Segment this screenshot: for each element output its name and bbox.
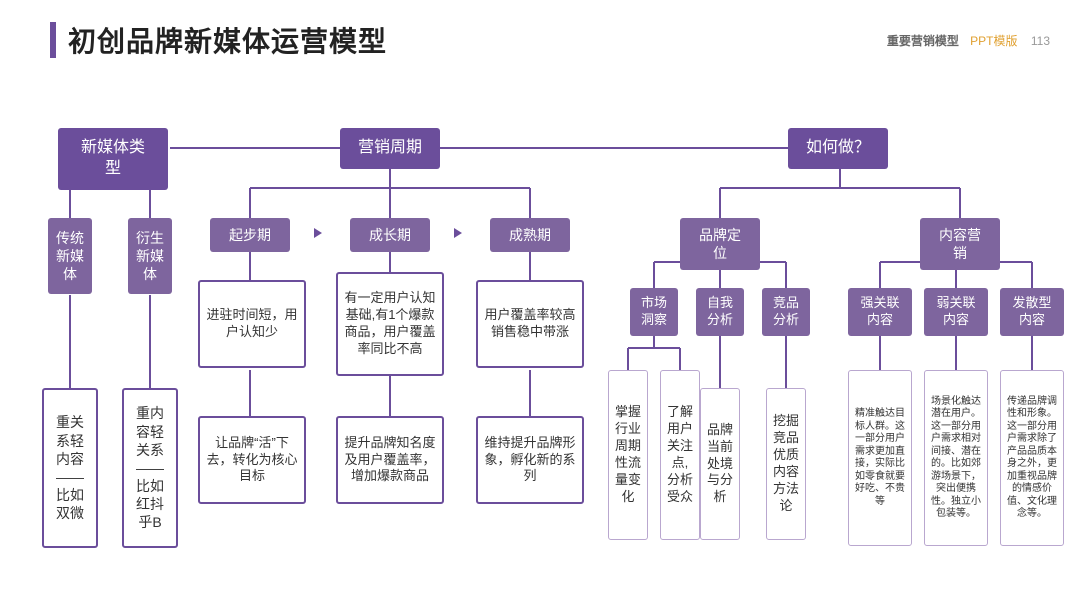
arrow-icon xyxy=(454,228,462,238)
node-how: 如何做？ xyxy=(788,128,888,169)
desc-c1a: 精准触达目标人群。这一部分用户需求更加直接，实际比如零食就要好吃、不贵等 xyxy=(848,370,912,546)
node-stage1: 起步期 xyxy=(210,218,290,252)
title-accent xyxy=(50,22,56,58)
template-label: PPT模版 xyxy=(970,34,1017,48)
node-weak-content: 弱关联 内容 xyxy=(924,288,988,336)
desc-stage2b: 提升品牌知名度及用户覆盖率，增加爆款商品 xyxy=(336,416,444,504)
desc-stage1a: 进驻时间短，用户认知少 xyxy=(198,280,306,368)
node-market-insight: 市场 洞察 xyxy=(630,288,678,336)
page-title: 初创品牌新媒体运营模型 xyxy=(68,20,387,60)
node-stage2: 成长期 xyxy=(350,218,430,252)
desc-c2a: 场景化触达潜在用户。这一部分用户需求相对间接、潜在的。比如郊游场景下，突出便携性… xyxy=(924,370,988,546)
node-stage3: 成熟期 xyxy=(490,218,570,252)
node-strong-content: 强关联 内容 xyxy=(848,288,912,336)
desc-stage3a: 用户覆盖率较高销售稳中带涨 xyxy=(476,280,584,368)
desc-derivative: 重内 容轻 关系 —— 比如 红抖 乎B xyxy=(122,388,178,548)
category-label: 重要营销模型 xyxy=(887,34,959,48)
node-competitor-analysis: 竞品 分析 xyxy=(762,288,810,336)
node-content-marketing: 内容营销 xyxy=(920,218,1000,270)
node-derivative: 衍生 新媒 体 xyxy=(128,218,172,294)
node-positioning: 品牌定位 xyxy=(680,218,760,270)
node-traditional: 传统 新媒 体 xyxy=(48,218,92,294)
node-cycle: 营销周期 xyxy=(340,128,440,169)
desc-stage3b: 维持提升品牌形象，孵化新的系列 xyxy=(476,416,584,504)
node-media-type: 新媒体类型 xyxy=(58,128,168,190)
arrow-icon xyxy=(314,228,322,238)
desc-c3a: 传递品牌调性和形象。这一部分用户需求除了产品品质本身之外，更加重视品牌的情感价值… xyxy=(1000,370,1064,546)
desc-pos2a: 品牌 当前 处境 与分 析 xyxy=(700,388,740,540)
node-self-analysis: 自我 分析 xyxy=(696,288,744,336)
desc-pos3a: 挖掘 竞品 优质 内容 方法 论 xyxy=(766,388,806,540)
page-meta: 重要营销模型 PPT模版 113 xyxy=(887,32,1050,49)
desc-traditional: 重关 系轻 内容 —— 比如 双微 xyxy=(42,388,98,548)
desc-stage1b: 让品牌“活”下去，转化为核心目标 xyxy=(198,416,306,504)
desc-pos1b: 了解 用户 关注 点, 分析 受众 xyxy=(660,370,700,540)
node-divergent-content: 发散型 内容 xyxy=(1000,288,1064,336)
desc-stage2a: 有一定用户认知基础,有1个爆款商品，用户覆盖率同比不高 xyxy=(336,272,444,376)
page-number: 113 xyxy=(1031,34,1050,48)
desc-pos1a: 掌握 行业 周期 性流 量变 化 xyxy=(608,370,648,540)
